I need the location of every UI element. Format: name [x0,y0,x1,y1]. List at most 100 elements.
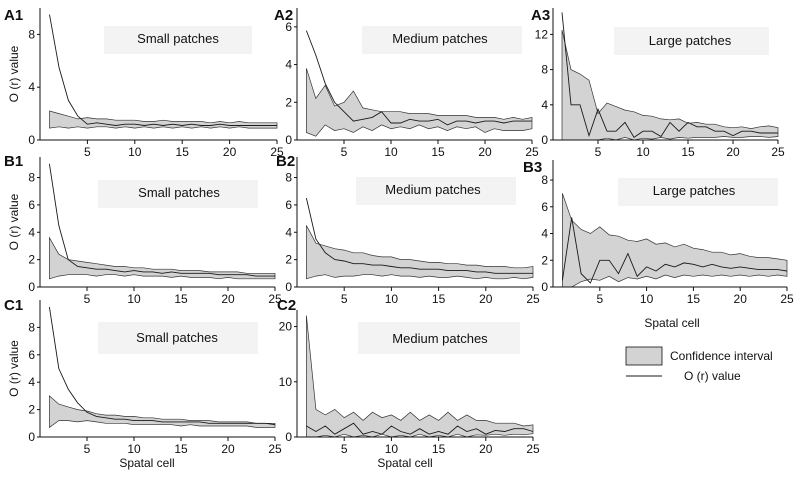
x-tick-label: 5 [341,145,348,159]
x-tick-label: 20 [479,442,493,456]
y-tick-label: 4 [541,227,548,241]
x-tick-label: 25 [780,292,794,306]
panel-title: Medium patches [392,31,488,46]
confidence-band [306,315,534,438]
y-tick-label: 10 [279,375,293,389]
x-tick-label: 20 [223,145,237,159]
panel-title: Medium patches [385,182,481,197]
panel-title: Large patches [649,33,732,48]
x-tick-label: 10 [127,442,141,456]
panel-label: A1 [4,7,23,24]
y-tick-label: 6 [28,198,35,212]
or-value-line [49,14,277,126]
panel-b2: 5 10 15 20 25 0 2 4 6 8B2 Medium patches [276,153,540,306]
x-tick-label: 20 [221,292,235,306]
or-value-line [561,12,778,139]
x-axis-title: Spatal cell [119,456,174,470]
panel-label: C1 [4,297,23,314]
confidence-band [562,193,788,288]
legend-ci-swatch [625,346,663,366]
confidence-band [49,236,276,280]
panel-title: Medium patches [392,331,488,346]
x-tick-label: 15 [687,292,701,306]
x-tick-label: 5 [341,442,348,456]
panel-title: Small patches [136,330,218,345]
y-tick-label: 0 [28,280,35,294]
confidence-band [49,395,276,429]
confidence-band [561,29,779,141]
y-tick-label: 2 [285,95,292,109]
panel-b1: 5 10 15 20 25 0 2 4 6 8 B1 Small patches O (r) value [4,153,282,306]
x-tick-label: 25 [268,442,282,456]
y-tick-label: 8 [541,63,548,77]
y-tick-label: 20 [279,320,293,334]
y-tick-label: 4 [28,375,35,389]
x-tick-label: 25 [270,145,284,159]
panel-a3: 5 10 15 20 25 0 4 8 12 A3 Large patches [531,7,785,159]
confidence-band [306,68,533,137]
y-tick-label: 6 [28,348,35,362]
panel-title: Small patches [137,31,219,46]
legend-line-label: O (r) value [684,369,741,383]
x-tick-label: 20 [726,145,740,159]
y-axis-title: O (r) value [7,340,21,397]
or-value-line [561,217,788,284]
panel-title: Large patches [653,183,736,198]
y-axis-title: O (r) value [7,45,21,102]
x-tick-label: 25 [771,145,785,159]
y-tick-label: 4 [541,98,548,112]
or-value-line [305,197,533,274]
panel-a2: 5 10 15 20 25 0 2 4 6A2 Medium patches [274,7,539,159]
x-tick-label: 25 [526,292,540,306]
y-tick-label: 8 [28,27,35,41]
y-tick-label: 2 [541,253,548,267]
y-tick-label: 6 [541,200,548,214]
y-tick-label: 0 [541,133,548,147]
y-tick-label: 4 [28,225,35,239]
y-tick-label: 8 [28,171,35,185]
y-tick-label: 2 [285,253,292,267]
x-tick-label: 15 [432,292,446,306]
x-tick-label: 20 [221,442,235,456]
panel-title-box [618,178,778,206]
panel-title-box [104,26,252,54]
panel-c2: 5 10 15 20 25 0 10 20 C2 Medium patches Spatal cel… [277,297,540,470]
x-tick-label: 5 [596,292,603,306]
x-tick-label: 20 [734,292,748,306]
y-tick-label: 0 [28,133,35,147]
x-tick-label: 20 [478,145,492,159]
y-tick-label: 0 [285,280,292,294]
y-axis-title: O (r) value [7,193,21,250]
panel-title-box [358,322,520,354]
panel-label: A3 [531,7,550,24]
panel-title: Small patches [138,185,220,200]
x-tick-label: 15 [174,292,188,306]
panel-title-box [614,27,769,55]
x-tick-label: 10 [636,145,650,159]
y-tick-label: 4 [285,225,292,239]
y-tick-label: 6 [285,198,292,212]
x-tick-label: 15 [681,145,695,159]
x-tick-label: 10 [127,292,141,306]
panel-c1: 5 10 15 20 25 0 2 4 6 8 C1 Small patches O (r) value… [4,297,282,470]
x-axis-title: Spatal cell [377,456,432,470]
x-tick-label: 20 [479,292,493,306]
x-tick-label: 5 [84,145,91,159]
x-tick-label: 15 [431,145,445,159]
panel-label: B2 [276,153,295,170]
y-tick-label: 12 [535,27,549,41]
or-value-line [48,306,276,426]
panel-label: B3 [523,159,542,176]
panel-title-box [98,322,258,354]
y-tick-label: 8 [28,320,35,334]
x-tick-label: 15 [176,145,190,159]
or-value-line [48,163,275,277]
x-tick-label: 10 [384,145,398,159]
panel-a1: 5 10 15 20 25 0 4 8 A1 Small patches O (r) value [4,7,284,159]
panel-title-box [98,180,258,208]
x-tick-label: 10 [385,442,399,456]
y-tick-label: 8 [285,171,292,185]
